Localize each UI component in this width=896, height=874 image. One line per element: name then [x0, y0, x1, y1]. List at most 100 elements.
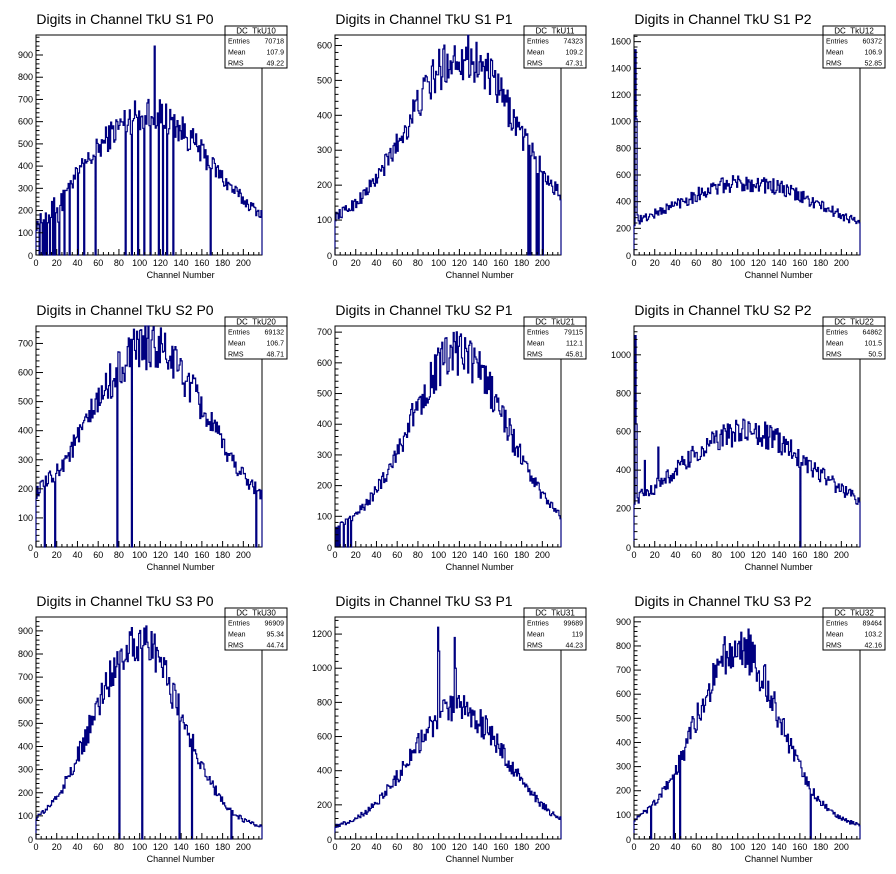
x-tick-label: 40 [670, 258, 680, 268]
y-tick-label: 400 [616, 197, 631, 207]
plot-frame [633, 34, 861, 256]
y-tick-label: 1600 [611, 37, 631, 47]
svg-text:Mean: Mean [228, 50, 246, 57]
x-tick-label: 180 [813, 550, 828, 560]
stats-name: DC_TkU22 [834, 318, 874, 327]
x-tick-label: 120 [153, 258, 168, 268]
y-tick-label: 500 [317, 75, 332, 85]
svg-text:64862: 64862 [863, 330, 883, 337]
stats-name: DC_TkU21 [535, 318, 575, 327]
y-tick-label: 400 [317, 419, 332, 429]
chart-title: Digits in Channel TkU S2 P2 [634, 302, 811, 318]
y-tick-label: 500 [616, 713, 631, 723]
x-tick-label: 60 [691, 258, 701, 268]
svg-text:RMS: RMS [527, 643, 543, 650]
plot-frame [334, 616, 562, 840]
y-tick-label: 300 [18, 765, 33, 775]
x-tick-label: 40 [371, 258, 381, 268]
svg-text:69132: 69132 [265, 330, 285, 337]
x-tick-label: 100 [132, 550, 147, 560]
svg-text:RMS: RMS [527, 61, 543, 68]
x-tick-label: 140 [772, 550, 787, 560]
x-tick-label: 200 [236, 842, 251, 852]
chart-title: Digits in Channel TkU S1 P1 [335, 11, 512, 27]
histogram-line [35, 325, 263, 548]
svg-text:RMS: RMS [826, 643, 842, 650]
svg-text:44.74: 44.74 [266, 643, 284, 650]
svg-text:RMS: RMS [826, 352, 842, 359]
x-tick-label: 20 [351, 550, 361, 560]
x-tick-label: 160 [792, 258, 807, 268]
y-tick-label: 200 [317, 180, 332, 190]
x-axis-label: Channel Number [745, 562, 813, 572]
svg-text:60372: 60372 [863, 39, 883, 46]
stats-box: DC_TkU22 Entries 64862 Mean 101.5 RMS 50.5 [822, 316, 886, 360]
x-tick-label: 180 [514, 842, 529, 852]
histogram-panel-3: Digits in Channel TkU S1 P2 0 20 40 60 80 100 1… [611, 11, 886, 280]
svg-text:Mean: Mean [527, 632, 545, 639]
x-tick-label: 100 [431, 258, 446, 268]
svg-text:RMS: RMS [527, 352, 543, 359]
x-tick-label: 80 [114, 550, 124, 560]
y-tick-label: 400 [616, 737, 631, 747]
svg-text:Mean: Mean [527, 341, 545, 348]
x-tick-label: 60 [691, 550, 701, 560]
y-tick-label: 300 [616, 762, 631, 772]
svg-text:106.7: 106.7 [266, 341, 284, 348]
x-axis-label: Channel Number [446, 854, 514, 864]
stats-name: DC_TkU31 [535, 609, 575, 618]
svg-text:0: 0 [626, 251, 631, 261]
histogram-panel-6: Digits in Channel TkU S2 P2 0 20 40 60 80 100 1… [611, 302, 886, 572]
svg-text:0: 0 [626, 835, 631, 845]
histogram-panel-9: Digits in Channel TkU S3 P2 0 20 40 60 80 100 1… [616, 593, 886, 864]
x-axis-label: Channel Number [446, 562, 514, 572]
y-tick-label: 1000 [611, 350, 631, 360]
x-axis-label: Channel Number [147, 562, 215, 572]
svg-text:RMS: RMS [228, 61, 244, 68]
svg-text:107.9: 107.9 [266, 50, 284, 57]
svg-text:48.71: 48.71 [266, 352, 284, 359]
x-tick-label: 140 [772, 258, 787, 268]
x-tick-label: 60 [392, 550, 402, 560]
y-tick-label: 1200 [611, 90, 631, 100]
stats-box: DC_TkU32 Entries 89464 Mean 103.2 RMS 42.16 [822, 607, 886, 651]
chart-title: Digits in Channel TkU S1 P2 [634, 11, 811, 27]
svg-text:Entries: Entries [826, 621, 848, 628]
y-tick-label: 600 [18, 695, 33, 705]
svg-text:RMS: RMS [228, 643, 244, 650]
stats-box: DC_TkU20 Entries 69132 Mean 106.7 RMS 48.71 [224, 316, 288, 360]
y-tick-label: 100 [616, 810, 631, 820]
y-tick-label: 800 [317, 697, 332, 707]
chart-title: Digits in Channel TkU S2 P0 [36, 302, 213, 318]
x-tick-label: 120 [153, 842, 168, 852]
x-tick-label: 140 [772, 842, 787, 852]
svg-text:Entries: Entries [826, 330, 848, 337]
y-tick-label: 100 [18, 228, 33, 238]
y-tick-label: 200 [616, 504, 631, 514]
y-tick-label: 100 [317, 511, 332, 521]
svg-text:RMS: RMS [826, 61, 842, 68]
histogram-line [35, 45, 263, 256]
y-tick-label: 800 [18, 72, 33, 82]
stats-name: DC_TkU11 [536, 27, 576, 36]
histogram-panel-5: Digits in Channel TkU S2 P1 0 20 40 60 80 100 1… [317, 302, 587, 572]
y-tick-label: 100 [317, 215, 332, 225]
svg-text:0: 0 [327, 251, 332, 261]
x-tick-label: 120 [751, 842, 766, 852]
histogram-line [633, 49, 861, 255]
y-tick-label: 500 [317, 389, 332, 399]
x-tick-label: 60 [392, 258, 402, 268]
y-tick-label: 700 [18, 338, 33, 348]
x-tick-label: 180 [514, 550, 529, 560]
x-tick-label: 120 [452, 842, 467, 852]
y-tick-label: 1200 [312, 629, 332, 639]
plot-frame [35, 34, 263, 256]
x-tick-label: 200 [236, 258, 251, 268]
x-tick-label: 20 [650, 550, 660, 560]
x-tick-label: 140 [174, 842, 189, 852]
x-tick-label: 40 [371, 842, 381, 852]
x-tick-label: 20 [351, 842, 361, 852]
x-tick-label: 0 [33, 842, 38, 852]
x-axis-label: Channel Number [745, 270, 813, 280]
